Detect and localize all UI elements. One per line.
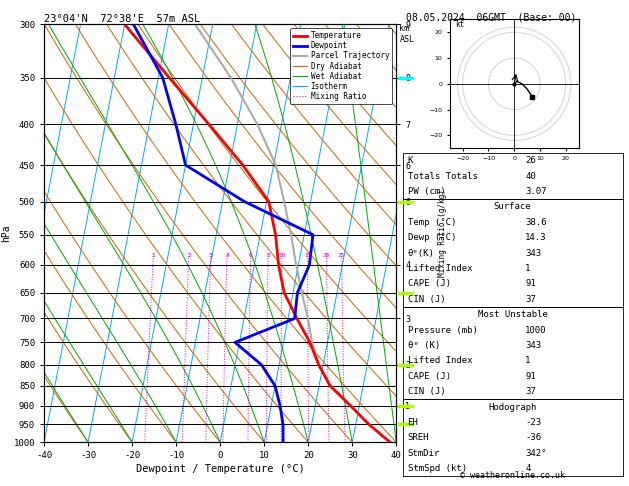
Text: 8: 8 (266, 253, 270, 258)
Text: Most Unstable: Most Unstable (477, 310, 548, 319)
Text: 6: 6 (249, 253, 253, 258)
Text: CAPE (J): CAPE (J) (408, 372, 450, 381)
Text: 25: 25 (338, 253, 345, 258)
Text: SREH: SREH (408, 434, 429, 442)
Text: 342°: 342° (525, 449, 547, 458)
Text: 20: 20 (323, 253, 330, 258)
Text: 91: 91 (525, 279, 536, 288)
Text: PW (cm): PW (cm) (408, 187, 445, 196)
Y-axis label: Mixing Ratio (g/kg): Mixing Ratio (g/kg) (438, 190, 447, 277)
Text: 38.6: 38.6 (525, 218, 547, 227)
Text: 1: 1 (525, 264, 531, 273)
Text: 4: 4 (225, 253, 229, 258)
Text: Lifted Index: Lifted Index (408, 264, 472, 273)
Text: kt: kt (455, 20, 464, 29)
Text: 15: 15 (304, 253, 311, 258)
Text: CIN (J): CIN (J) (408, 387, 445, 396)
Text: K: K (408, 156, 413, 165)
Text: -23: -23 (525, 418, 542, 427)
Text: 343: 343 (525, 249, 542, 258)
Text: StmSpd (kt): StmSpd (kt) (408, 464, 467, 473)
Text: 08.05.2024  06GMT  (Base: 00): 08.05.2024 06GMT (Base: 00) (406, 12, 576, 22)
Text: StmDir: StmDir (408, 449, 440, 458)
Text: CAPE (J): CAPE (J) (408, 279, 450, 288)
Text: 91: 91 (525, 372, 536, 381)
Text: -36: -36 (525, 434, 542, 442)
Text: 1000: 1000 (525, 326, 547, 334)
Text: Hodograph: Hodograph (489, 402, 537, 412)
Text: Dewp (°C): Dewp (°C) (408, 233, 456, 242)
Text: 14.3: 14.3 (525, 233, 547, 242)
Text: θᵉ (K): θᵉ (K) (408, 341, 440, 350)
Text: 1: 1 (525, 356, 531, 365)
Text: θᵉ(K): θᵉ(K) (408, 249, 435, 258)
Text: Totals Totals: Totals Totals (408, 172, 477, 181)
Text: 3: 3 (209, 253, 213, 258)
X-axis label: Dewpoint / Temperature (°C): Dewpoint / Temperature (°C) (136, 465, 304, 474)
Text: Surface: Surface (494, 203, 532, 211)
Text: Lifted Index: Lifted Index (408, 356, 472, 365)
Text: km
ASL: km ASL (399, 24, 415, 44)
Text: CIN (J): CIN (J) (408, 295, 445, 304)
Text: 4: 4 (525, 464, 531, 473)
Text: 343: 343 (525, 341, 542, 350)
Text: 26: 26 (525, 156, 536, 165)
Text: 23°04'N  72°38'E  57m ASL: 23°04'N 72°38'E 57m ASL (44, 14, 200, 23)
Text: EH: EH (408, 418, 418, 427)
Text: 2: 2 (187, 253, 191, 258)
Legend: Temperature, Dewpoint, Parcel Trajectory, Dry Adiabat, Wet Adiabat, Isotherm, Mi: Temperature, Dewpoint, Parcel Trajectory… (290, 28, 392, 104)
Text: 40: 40 (525, 172, 536, 181)
Text: Temp (°C): Temp (°C) (408, 218, 456, 227)
Text: Pressure (mb): Pressure (mb) (408, 326, 477, 334)
Text: 37: 37 (525, 387, 536, 396)
Text: 3.07: 3.07 (525, 187, 547, 196)
Text: 37: 37 (525, 295, 536, 304)
Text: 10: 10 (278, 253, 286, 258)
Text: 1: 1 (152, 253, 155, 258)
Y-axis label: hPa: hPa (1, 225, 11, 242)
Text: © weatheronline.co.uk: © weatheronline.co.uk (460, 471, 565, 480)
